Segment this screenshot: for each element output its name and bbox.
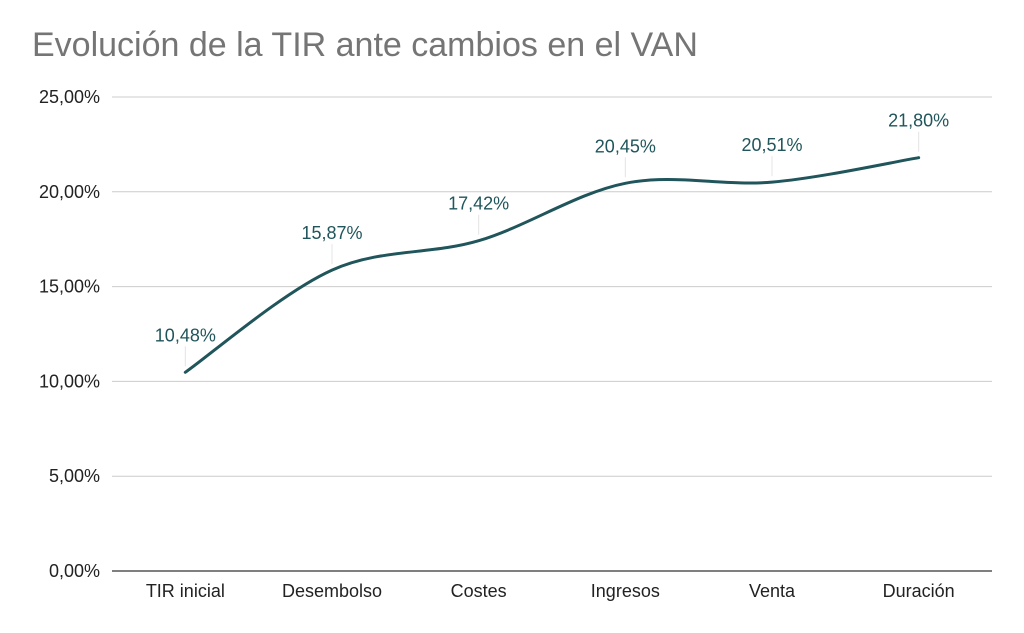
data-label: 20,45% <box>595 136 656 156</box>
data-label-leaders <box>184 131 920 367</box>
x-tick-label: Venta <box>749 581 796 601</box>
data-labels: 10,48% 15,87% 17,42% 20,45% 20,51% 21,80% <box>155 111 949 346</box>
x-axis-tick-labels: TIR inicial Desembolso Costes Ingresos Venta… <box>146 581 955 601</box>
y-tick-label: 10,00% <box>39 371 100 391</box>
x-tick-label: Ingresos <box>591 581 660 601</box>
data-label: 15,87% <box>301 223 362 243</box>
y-tick-label: 15,00% <box>39 277 100 297</box>
data-label: 21,80% <box>888 111 949 131</box>
x-tick-label: Desembolso <box>282 581 382 601</box>
series-line <box>183 156 921 374</box>
data-label: 20,51% <box>741 135 802 155</box>
data-label: 10,48% <box>155 325 216 345</box>
y-tick-label: 0,00% <box>49 561 100 581</box>
series-line-path <box>183 156 921 374</box>
x-tick-label: TIR inicial <box>146 581 225 601</box>
data-label: 17,42% <box>448 194 509 214</box>
gridlines <box>112 96 992 572</box>
y-tick-label: 25,00% <box>39 87 100 107</box>
chart-title: Evolución de la TIR ante cambios en el V… <box>32 26 698 64</box>
y-tick-label: 5,00% <box>49 466 100 486</box>
x-tick-label: Duración <box>883 581 955 601</box>
y-tick-label: 20,00% <box>39 182 100 202</box>
x-tick-label: Costes <box>451 581 507 601</box>
y-axis-tick-labels: 0,00% 5,00% 10,00% 15,00% 20,00% 25,00% <box>39 87 100 581</box>
